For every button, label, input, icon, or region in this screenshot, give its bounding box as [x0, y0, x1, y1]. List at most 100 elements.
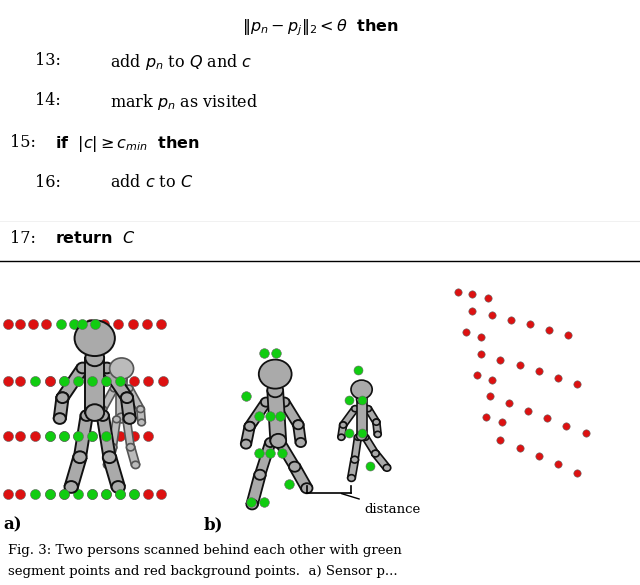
Point — [3, 377, 13, 386]
Point — [284, 480, 294, 489]
Polygon shape — [246, 474, 266, 505]
Circle shape — [351, 456, 358, 463]
Point — [59, 377, 69, 386]
Circle shape — [116, 373, 127, 383]
Circle shape — [246, 500, 258, 510]
Point — [143, 490, 154, 499]
Point — [504, 398, 514, 408]
Point — [271, 348, 282, 357]
Polygon shape — [137, 409, 145, 423]
Text: a): a) — [3, 517, 22, 534]
Point — [241, 392, 252, 401]
Point — [101, 490, 111, 499]
Circle shape — [356, 395, 367, 404]
Point — [45, 431, 55, 441]
Point — [115, 490, 125, 499]
Polygon shape — [99, 387, 118, 411]
Circle shape — [261, 398, 271, 407]
Point — [461, 328, 471, 337]
Point — [90, 320, 100, 329]
Polygon shape — [103, 456, 125, 488]
Point — [254, 412, 264, 421]
Point — [101, 490, 111, 499]
Polygon shape — [348, 459, 358, 479]
Circle shape — [99, 406, 106, 412]
Point — [115, 490, 125, 499]
Point — [481, 413, 492, 422]
Polygon shape — [74, 415, 93, 458]
Point — [101, 431, 111, 441]
Point — [486, 376, 497, 385]
Point — [59, 490, 69, 499]
Point — [115, 377, 125, 386]
Point — [344, 395, 354, 405]
Polygon shape — [85, 358, 104, 412]
Point — [467, 307, 477, 316]
Polygon shape — [98, 409, 106, 423]
Point — [472, 371, 482, 380]
Point — [59, 490, 69, 499]
Point — [3, 320, 13, 329]
Text: segment points and red background points.  a) Sensor p...: segment points and red background points… — [8, 566, 397, 579]
Point — [87, 490, 97, 499]
Text: $\|p_n - p_j\|_2 < \theta$  $\mathbf{then}$: $\|p_n - p_j\|_2 < \theta$ $\mathbf{then… — [242, 17, 398, 37]
Point — [254, 449, 264, 458]
Text: 15:: 15: — [10, 134, 36, 151]
Polygon shape — [372, 452, 390, 470]
Point — [45, 490, 55, 499]
Text: add $c$ to $C$: add $c$ to $C$ — [110, 174, 193, 191]
Circle shape — [100, 363, 113, 373]
Point — [157, 377, 168, 386]
Polygon shape — [255, 441, 275, 476]
Text: Fig. 3: Two persons scanned behind each other with green: Fig. 3: Two persons scanned behind each … — [8, 544, 402, 557]
Circle shape — [104, 452, 116, 463]
Point — [495, 355, 506, 364]
Point — [30, 377, 40, 386]
Point — [15, 490, 26, 499]
Polygon shape — [57, 365, 88, 401]
Circle shape — [125, 385, 133, 392]
Circle shape — [259, 360, 292, 388]
Point — [87, 377, 97, 386]
Point — [99, 320, 109, 329]
Circle shape — [293, 420, 303, 429]
Circle shape — [340, 422, 347, 428]
Polygon shape — [102, 365, 132, 401]
Point — [115, 431, 125, 441]
Polygon shape — [241, 425, 255, 445]
Point — [476, 349, 486, 359]
Point — [3, 490, 13, 499]
Circle shape — [374, 431, 381, 438]
Polygon shape — [97, 415, 115, 458]
Circle shape — [81, 410, 93, 421]
Point — [30, 490, 40, 499]
Polygon shape — [121, 397, 136, 419]
Polygon shape — [280, 400, 303, 427]
Point — [246, 498, 256, 507]
Circle shape — [373, 419, 380, 425]
Circle shape — [340, 422, 347, 428]
Circle shape — [121, 393, 133, 403]
Circle shape — [289, 462, 300, 472]
Polygon shape — [373, 422, 381, 435]
Point — [28, 320, 38, 329]
Point — [3, 431, 13, 441]
Circle shape — [373, 419, 380, 425]
Circle shape — [97, 410, 109, 421]
Circle shape — [356, 432, 367, 441]
Point — [275, 412, 285, 421]
Circle shape — [131, 461, 140, 469]
Circle shape — [352, 405, 358, 412]
Circle shape — [138, 419, 145, 426]
Circle shape — [338, 434, 345, 441]
Circle shape — [275, 438, 285, 447]
Text: mark $p_n$ as visited: mark $p_n$ as visited — [110, 92, 258, 112]
Circle shape — [56, 393, 68, 403]
Circle shape — [355, 434, 362, 441]
Point — [87, 431, 97, 441]
Circle shape — [85, 404, 104, 421]
Point — [77, 320, 87, 329]
Circle shape — [127, 444, 134, 450]
Point — [486, 311, 497, 320]
Circle shape — [244, 422, 255, 431]
